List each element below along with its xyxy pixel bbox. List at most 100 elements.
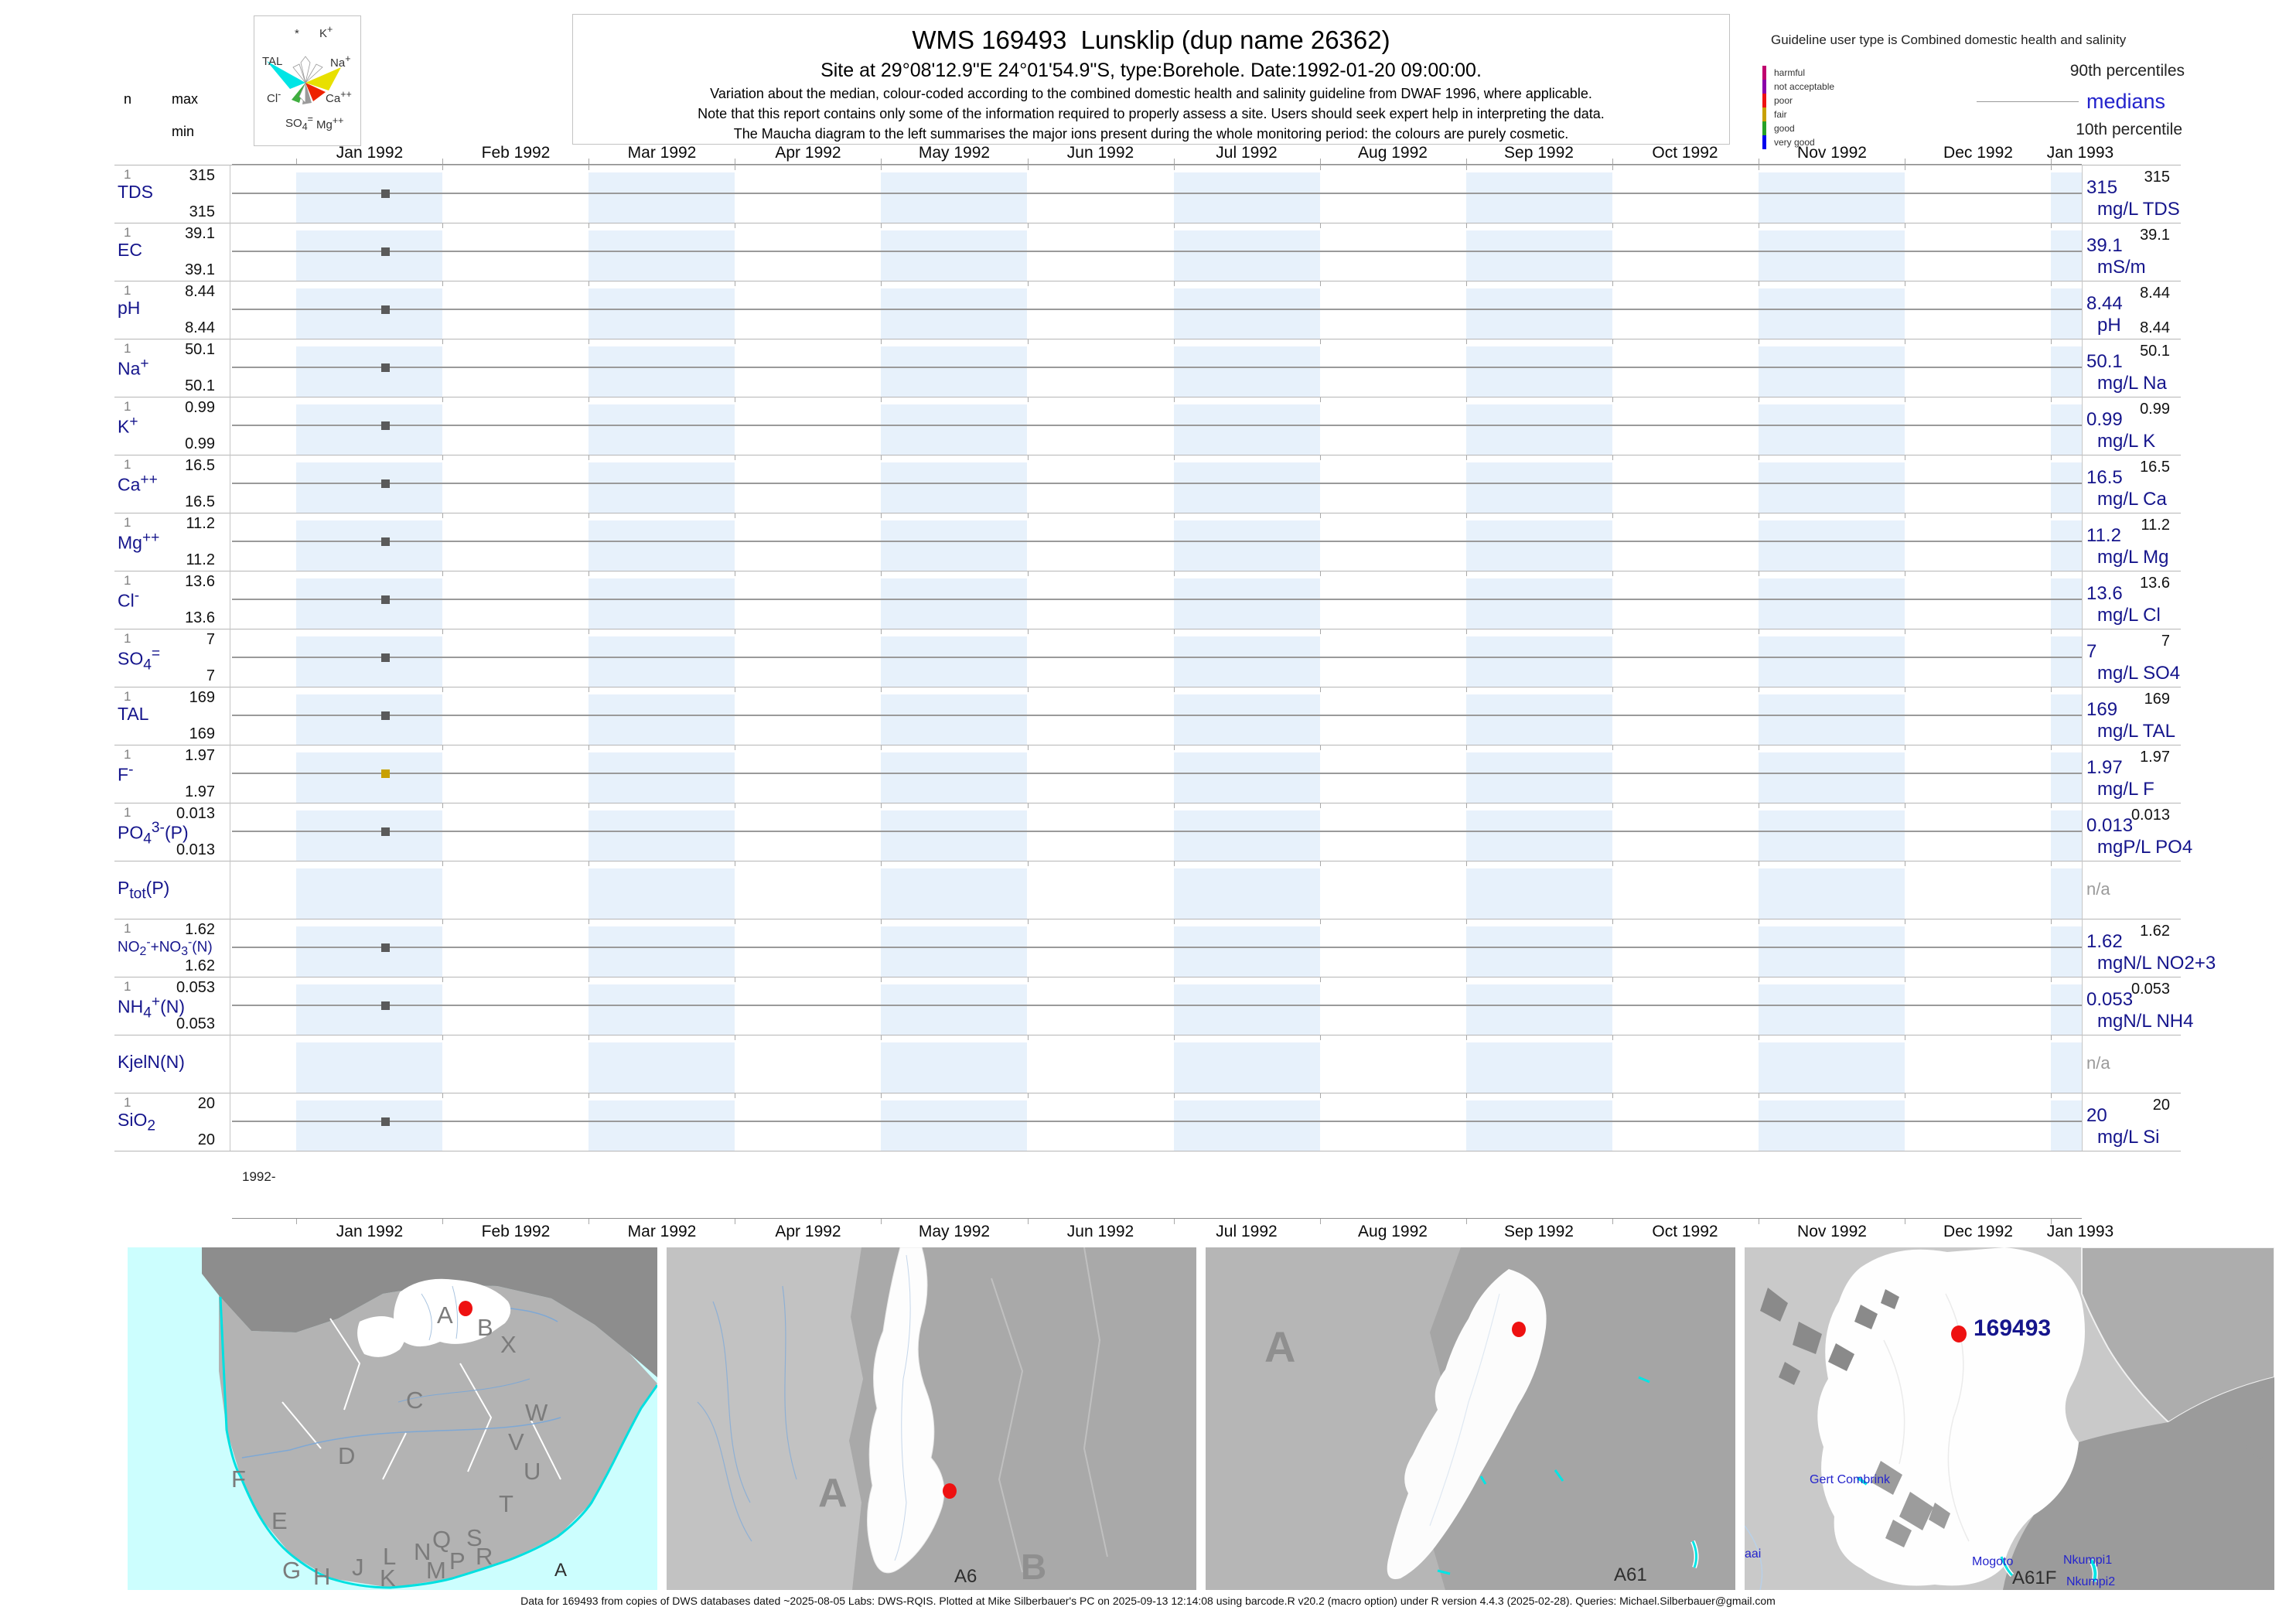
- bottom-axis: [232, 1218, 2082, 1219]
- month-tick: [1466, 281, 1467, 286]
- min-value: 50.1: [185, 377, 215, 394]
- month-band: [1174, 984, 1320, 1035]
- month-tick: [1612, 687, 1613, 692]
- month-band: [296, 346, 442, 397]
- month-tick: [881, 455, 882, 460]
- unit-label: mg/L Ca: [2097, 489, 2167, 510]
- month-band: [588, 230, 735, 281]
- month-tick: [588, 861, 589, 866]
- month-tick: [1174, 281, 1175, 286]
- p90-value: 39.1: [2140, 227, 2170, 244]
- month-tick: [881, 165, 882, 170]
- median-line: [232, 309, 2082, 310]
- drainage-region-letter-X: X: [500, 1331, 517, 1358]
- median-value: 50.1: [2086, 351, 2123, 372]
- drainage-boundaries: [281, 1318, 561, 1480]
- legend-chip-not-acceptable: [1762, 80, 1766, 94]
- month-band: [588, 462, 735, 513]
- unit-label: pH: [2097, 315, 2121, 336]
- month-band: [1759, 230, 1905, 281]
- sample-point: [381, 595, 390, 604]
- drainage-region-letter-U: U: [524, 1458, 541, 1485]
- drainage-region-letter-B: B: [477, 1314, 493, 1341]
- month-tick: [1320, 571, 1321, 576]
- month-tick: [1320, 919, 1321, 924]
- month-band: [1759, 926, 1905, 977]
- p90-value: 0.053: [2131, 981, 2170, 998]
- month-band: [588, 752, 735, 803]
- drainage-region-letter-L: L: [383, 1543, 397, 1570]
- month-label-top: May 1992: [918, 144, 991, 162]
- max-value: 0.99: [185, 399, 215, 416]
- month-tick: [1028, 745, 1029, 750]
- medians-legend-label: medians: [2086, 90, 2166, 113]
- n-count: 1: [124, 631, 131, 646]
- note-colour-coding: Variation about the median, colour-coded…: [710, 86, 1592, 101]
- month-tick: [1174, 513, 1175, 518]
- month-label-bottom: Mar 1992: [627, 1223, 697, 1240]
- gert-combrink-dam: [1856, 1476, 1868, 1486]
- site-marker-icon: [459, 1301, 473, 1316]
- month-band: [296, 810, 442, 861]
- axis-tick: [1174, 159, 1175, 164]
- top-axis: [232, 164, 2082, 165]
- month-band: [881, 636, 1027, 687]
- site-marker-icon: [1512, 1322, 1526, 1337]
- month-band: [881, 288, 1027, 339]
- month-tick: [1466, 861, 1467, 866]
- a61-streams: [1429, 1293, 1500, 1527]
- p90-value: 169: [2144, 691, 2170, 708]
- month-tick: [1612, 629, 1613, 634]
- map-code-label-A61: A61: [1614, 1564, 1647, 1585]
- report-title: WMS 169493 Lunsklip (dup name 26362): [912, 26, 1390, 54]
- maucha-petal: [292, 63, 306, 84]
- n-count: 1: [124, 341, 131, 356]
- param-label: F-: [118, 762, 134, 785]
- month-tick: [1612, 513, 1613, 518]
- month-tick: [1174, 977, 1175, 982]
- month-tick: [1466, 687, 1467, 692]
- unit-label: mg/L Si: [2097, 1127, 2160, 1148]
- month-tick: [2051, 513, 2052, 518]
- catchment-a61-map: [1206, 1247, 1735, 1590]
- drainage-region-letter-M: M: [426, 1557, 446, 1584]
- param-label: SiO2: [118, 1110, 155, 1134]
- catchment-a61: [1387, 1269, 1547, 1579]
- month-tick: [588, 223, 589, 228]
- maucha-ion-label: Ca++: [326, 89, 352, 105]
- drainage-region-letter-J: J: [352, 1554, 364, 1581]
- plot-right-divider: [2082, 629, 2083, 687]
- month-tick: [1174, 571, 1175, 576]
- month-band: [296, 752, 442, 803]
- p90-value: 50.1: [2140, 343, 2170, 360]
- catchment-boundaries: [991, 1247, 1108, 1573]
- month-tick: [2051, 281, 2052, 286]
- month-tick: [1174, 397, 1175, 402]
- unit-label: mg/L TAL: [2097, 721, 2175, 742]
- month-band: [881, 810, 1027, 861]
- min-value: 169: [189, 725, 215, 742]
- month-tick: [1174, 1093, 1175, 1098]
- month-tick: [442, 571, 443, 576]
- month-band: [1174, 172, 1320, 223]
- month-tick: [1612, 223, 1613, 228]
- maucha-petal: [299, 82, 306, 104]
- month-tick: [1466, 397, 1467, 402]
- month-band: [1174, 578, 1320, 629]
- drainage-region-letter-D: D: [338, 1442, 356, 1469]
- month-tick: [1028, 1035, 1029, 1040]
- month-band: [588, 926, 735, 977]
- month-band: [588, 868, 735, 919]
- drainage-region-letter-A: A: [818, 1471, 848, 1516]
- unit-label: mS/m: [2097, 257, 2146, 278]
- month-tick: [1612, 1035, 1613, 1040]
- plot-right-divider: [2082, 1035, 2083, 1093]
- param-label: TAL: [118, 704, 149, 724]
- param-label: EC: [118, 240, 142, 260]
- month-tick: [588, 803, 589, 808]
- max-value: 16.5: [185, 457, 215, 474]
- plot-right-divider: [2082, 223, 2083, 281]
- month-label-bottom: Sep 1992: [1504, 1223, 1574, 1240]
- month-band: [881, 984, 1027, 1035]
- maucha-ion-label: Cl-: [267, 89, 281, 105]
